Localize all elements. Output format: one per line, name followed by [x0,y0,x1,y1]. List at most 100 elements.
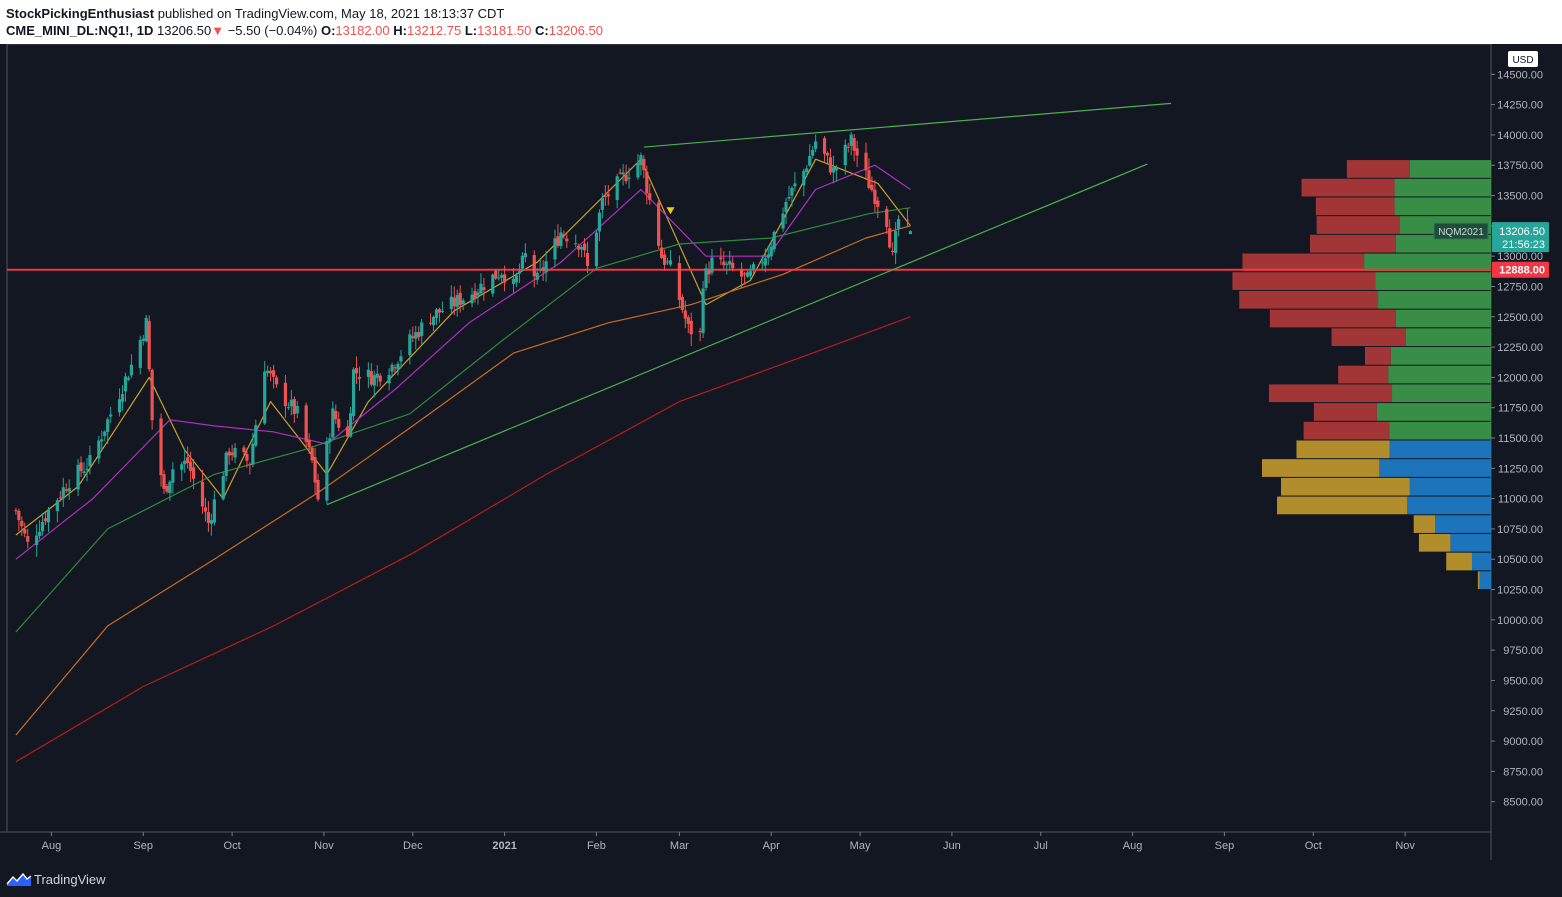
candle-body [731,262,735,269]
y-tick-label: 9750.00 [1503,645,1543,657]
volume-profile-down-bar [1364,347,1391,365]
price-change: −5.50 (−0.04%) [227,23,318,38]
trendline [643,102,1172,148]
candle-body [58,497,62,499]
candle-body [82,471,86,473]
volume-profile-up-bar [1409,477,1491,496]
candle-body [375,373,379,378]
x-tick-label: Mar [670,840,689,852]
candle-body [192,467,196,479]
candle-body [772,231,776,250]
candle-body [141,338,145,341]
candle-body [908,231,913,235]
candle-body [541,267,545,271]
candle-body [479,283,483,294]
volume-profile-up-bar [1378,290,1491,309]
candle-body [399,356,403,362]
candle-body [476,292,480,296]
y-tick-label: 14000.00 [1497,130,1543,142]
signal-marker [666,207,675,215]
candle-body [67,488,71,492]
candle-body [35,535,39,546]
candle-body [186,457,190,463]
y-tick-label: 8750.00 [1503,766,1543,778]
y-tick-label: 13750.00 [1497,160,1543,172]
tradingview-logo-icon[interactable] [6,871,32,887]
candle-body [43,518,48,522]
candle-body [316,479,320,500]
candle-body [855,148,859,156]
volume-profile [1232,160,1491,590]
candle-body [387,374,391,384]
open-value: 13182.00 [335,23,390,38]
volume-profile-down-bar [1280,477,1410,496]
candle-body [310,447,314,461]
candle-body [491,274,495,294]
candle-body [822,138,827,154]
volume-profile-up-bar [1388,365,1491,384]
candle-body [793,183,797,187]
candle-body [704,268,708,288]
candle-body [864,152,868,171]
chart-header: StockPickingEnthusiast published on Trad… [0,0,1562,44]
candle-body [689,320,693,335]
x-tick-label: Dec [403,840,423,852]
x-tick-label: May [850,840,871,852]
candle-body [349,413,353,437]
candle-body [885,208,889,228]
brand-name[interactable]: TradingView [34,872,106,887]
volume-profile-down-bar [1477,571,1480,590]
moving-average-line [15,316,911,763]
candle-body [283,382,288,407]
last-price-label-box [1492,222,1549,253]
candlesticks [14,131,913,557]
volume-profile-down-bar [1277,496,1408,515]
candle-body [458,292,462,306]
candle-body [289,399,293,407]
candle-body [271,370,276,377]
candle-body [514,275,519,283]
author-name[interactable]: StockPickingEnthusiast [6,6,155,21]
volume-profile-down-bar [1313,403,1377,421]
volume-profile-down-bar [1268,384,1393,403]
y-tick-label: 11000.00 [1498,494,1543,506]
candle-body [292,399,296,415]
candle-body [876,200,880,207]
candle-body [790,187,794,196]
candle-body [621,172,625,175]
candle-body [828,157,833,173]
candle-body [562,234,566,237]
candle-body [745,272,750,277]
candle-body [532,255,536,277]
chart-axes: 8500.00 8750.00 9000.00 9250.00 9500.00 9750.… [0,44,1543,860]
candle-body [497,277,501,279]
volume-profile-up-bar [1390,347,1491,365]
y-tick-label: 12000.00 [1497,372,1543,384]
volume-profile-up-bar [1471,552,1491,571]
candle-body [266,370,270,374]
volume-profile-down-bar [1413,515,1436,533]
candle-body [203,507,208,512]
y-tick-label: 13500.00 [1497,191,1543,203]
volume-profile-up-bar [1395,309,1491,328]
candle-body [725,263,729,265]
price-chart[interactable]: 8500.00 8750.00 9000.00 9250.00 9500.00 9750.… [0,44,1562,860]
candle-body [263,371,267,424]
candle-body [346,426,350,437]
candle-body [357,376,362,379]
candle-body [769,246,773,257]
x-tick-label: Sep [1215,840,1235,852]
candle-body [171,469,175,483]
candle-body [811,149,815,156]
moving-average-line [15,164,911,560]
moving-average-line [15,207,911,633]
candle-body [106,419,110,432]
candle-body [583,243,587,251]
candle-body [337,419,341,428]
footer: TradingView [0,860,1562,897]
candle-body [230,452,234,456]
candle-body [873,189,877,204]
x-tick-label: Nov [1395,840,1415,852]
candle-body [144,317,148,342]
symbol-name[interactable]: CME_MINI_DL:NQ1!, 1D [6,23,154,38]
